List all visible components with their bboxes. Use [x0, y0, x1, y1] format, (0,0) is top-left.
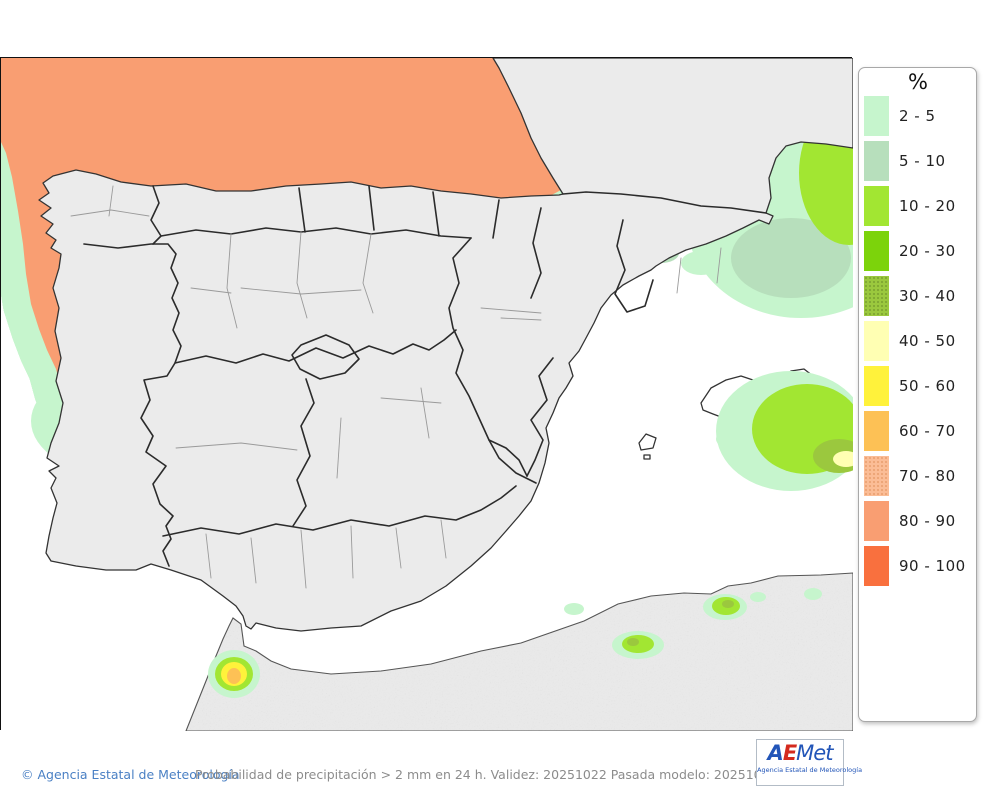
- map-svg: [1, 58, 853, 731]
- legend-swatch-80-90: [864, 501, 889, 541]
- legend-panel: % 2 - 5 5 - 10 10 - 20 20 - 30 30 - 40 4…: [858, 67, 977, 722]
- aemet-logo: AEMet Agencia Estatal de Meteorología: [756, 739, 863, 786]
- band-60-70: [227, 668, 241, 684]
- legend-swatch-10-20: [864, 186, 889, 226]
- legend-item: 90 - 100: [864, 546, 976, 586]
- map-description-text: Probabilidad de precipitación > 2 mm en …: [195, 767, 794, 782]
- map-canvas: © Agencia Estatal de Meteorología Probab…: [0, 57, 862, 786]
- aemet-logo-wordmark: AEMet: [767, 741, 834, 765]
- legend-item: 60 - 70: [864, 411, 976, 451]
- legend-swatch-20-30: [864, 231, 889, 271]
- legend-swatch-5-10: [864, 141, 889, 181]
- copyright-text: © Agencia Estatal de Meteorología: [21, 767, 240, 782]
- region-borders: [83, 185, 767, 567]
- legend-swatch-40-50: [864, 321, 889, 361]
- legend-item: 20 - 30: [864, 231, 976, 271]
- legend-item: 10 - 20: [864, 186, 976, 226]
- legend-swatch-90-100: [864, 546, 889, 586]
- africa-landmass: [185, 572, 853, 731]
- aemet-logo-caption: Agencia Estatal de Meteorología: [757, 766, 863, 774]
- legend-item: 50 - 60: [864, 366, 976, 406]
- legend-swatch-60-70: [864, 411, 889, 451]
- legend-item: 70 - 80: [864, 456, 976, 496]
- legend-item: 2 - 5: [864, 96, 976, 136]
- legend-item: 40 - 50: [864, 321, 976, 361]
- province-borders: [70, 185, 722, 589]
- legend-swatch-2-5: [864, 96, 889, 136]
- legend-swatch-70-80: [864, 456, 889, 496]
- legend-swatch-50-60: [864, 366, 889, 406]
- legend-swatch-30-40: [864, 276, 889, 316]
- legend-item: 80 - 90: [864, 501, 976, 541]
- legend-title: %: [908, 70, 928, 94]
- legend-item: 5 - 10: [864, 141, 976, 181]
- legend-item: 30 - 40: [864, 276, 976, 316]
